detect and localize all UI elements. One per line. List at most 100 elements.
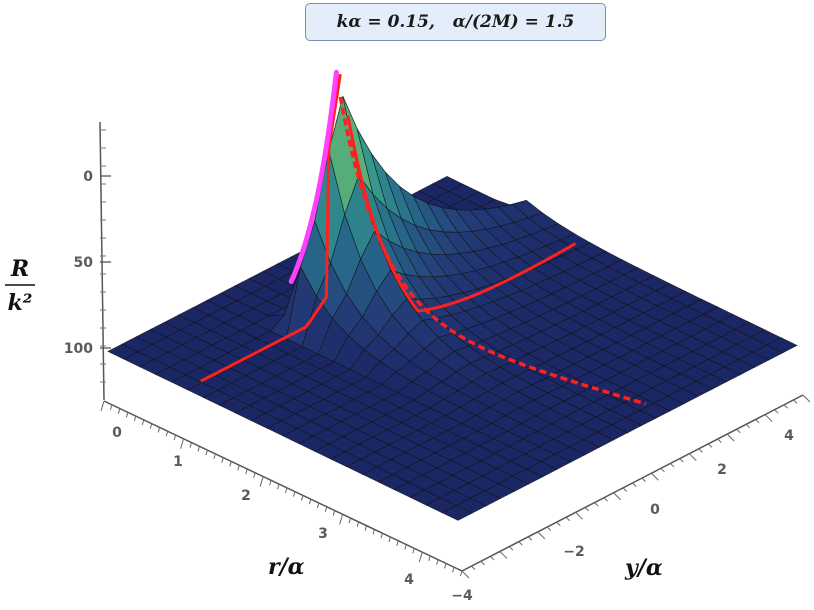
r-minor-tick — [197, 446, 200, 452]
r-tick-label: 3 — [318, 526, 328, 542]
y-minor-tick — [641, 477, 646, 482]
y-minor-tick — [594, 502, 599, 507]
y-minor-tick — [603, 497, 608, 502]
r-tick-label: 2 — [241, 488, 251, 504]
r-minor-tick — [348, 517, 352, 524]
y-minor-tick — [565, 516, 571, 522]
y-minor-tick — [755, 419, 760, 424]
curve-layer — [200, 69, 647, 406]
r-minor-tick — [221, 457, 224, 463]
r-minor-tick — [205, 449, 208, 456]
y-tick-label: −2 — [563, 544, 584, 560]
y-minor-tick — [632, 482, 637, 487]
y-minor-tick — [651, 472, 659, 481]
y-minor-tick — [461, 570, 470, 579]
y-minor-tick — [783, 404, 788, 409]
y-minor-tick — [764, 414, 773, 422]
y-minor-tick — [622, 487, 627, 492]
y-axis-label: y/α — [624, 555, 663, 581]
r-tick-label: 4 — [404, 572, 414, 588]
r-minor-tick — [404, 544, 407, 550]
r-minor-tick — [229, 461, 232, 467]
r-minor-tick — [380, 533, 383, 539]
z-axis-line — [99, 121, 105, 401]
y-minor-tick — [698, 448, 703, 453]
r-minor-tick — [460, 570, 463, 577]
y-tick-label: −4 — [451, 588, 473, 604]
y-minor-tick — [774, 409, 779, 414]
r-minor-tick — [412, 548, 415, 554]
r-minor-tick — [141, 419, 145, 426]
parameter-label: kα = 0.15, α/(2M) = 1.5 — [305, 3, 606, 41]
r-minor-tick — [444, 563, 447, 569]
y-minor-tick — [717, 438, 722, 443]
r-minor-tick — [237, 465, 240, 471]
r-minor-tick — [213, 453, 216, 460]
r-minor-tick — [452, 567, 455, 573]
z-axis-label-den: k² — [8, 290, 33, 316]
y-minor-tick — [613, 492, 621, 501]
z-tick-label: 50 — [74, 255, 94, 271]
surface-layer — [107, 96, 798, 521]
y-minor-tick — [527, 536, 533, 541]
y-tick-label: 2 — [717, 462, 727, 478]
y-minor-tick — [793, 399, 798, 404]
r-minor-tick — [428, 555, 431, 562]
r-minor-tick — [125, 412, 129, 418]
r-minor-tick — [149, 423, 153, 429]
r-minor-tick — [356, 521, 360, 528]
y-minor-tick — [707, 443, 713, 448]
y-minor-tick — [660, 467, 665, 473]
red-curve-solid — [200, 73, 342, 383]
r-minor-tick — [100, 400, 105, 412]
y-tick-label: 4 — [784, 428, 794, 444]
r-minor-tick — [117, 408, 121, 414]
red-curve-dashed — [338, 96, 647, 406]
axes-layer: 0 50 100 0 1 2 3 4 −4 −2 0 2 4 r/α y/α Rk² — [5, 121, 811, 604]
r-minor-tick — [173, 434, 177, 441]
r-minor-tick — [292, 491, 296, 497]
y-minor-tick — [499, 551, 508, 559]
r-minor-tick — [109, 404, 113, 410]
r-minor-tick — [339, 514, 344, 525]
y-minor-tick — [490, 555, 495, 561]
y-minor-tick — [575, 511, 584, 520]
r-minor-tick — [165, 431, 169, 437]
z-axis-label-num: R — [10, 256, 29, 282]
r-minor-tick — [364, 525, 368, 531]
r-tick-label: 0 — [112, 425, 122, 441]
y-minor-tick — [736, 428, 741, 434]
r-tick-label: 1 — [173, 454, 183, 470]
y-minor-tick — [726, 433, 735, 442]
magenta-top-curve — [288, 69, 339, 284]
y-minor-tick — [509, 546, 514, 551]
y-minor-tick — [584, 507, 589, 512]
y-minor-tick — [688, 453, 697, 462]
z-tick-label: 0 — [83, 169, 93, 185]
r-minor-tick — [436, 559, 439, 565]
r-minor-tick — [316, 502, 320, 509]
r-axis-label: r/α — [268, 554, 305, 580]
r-axis-line — [103, 400, 463, 572]
y-minor-tick — [556, 521, 561, 526]
r-minor-tick — [133, 415, 137, 422]
r-minor-tick — [180, 438, 185, 449]
y-tick-label: 0 — [650, 502, 660, 518]
y-minor-tick — [518, 541, 523, 546]
r-minor-tick — [284, 487, 288, 494]
y-minor-tick — [745, 423, 751, 429]
r-minor-tick — [253, 472, 256, 478]
r-minor-tick — [418, 551, 423, 563]
r-minor-tick — [324, 506, 328, 512]
r-minor-tick — [269, 480, 272, 486]
r-minor-tick — [396, 540, 399, 546]
y-minor-tick — [480, 560, 485, 566]
y-minor-tick — [802, 394, 811, 403]
r-minor-tick — [388, 536, 391, 543]
r-minor-tick — [332, 510, 336, 516]
z-tick-label: 100 — [64, 341, 93, 357]
r-minor-tick — [157, 427, 161, 433]
r-minor-tick — [308, 499, 312, 505]
r-minor-tick — [300, 495, 304, 501]
